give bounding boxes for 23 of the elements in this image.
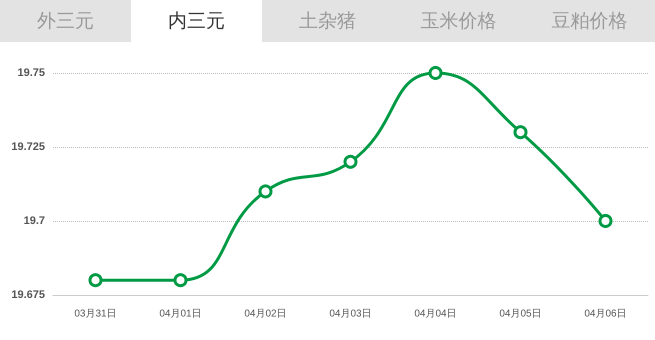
point bbox=[88, 273, 102, 288]
x-tick-label: 03月31日 bbox=[74, 308, 117, 320]
y-tick-label: 19.75 bbox=[17, 67, 45, 79]
y-tick-label: 19.725 bbox=[11, 141, 45, 153]
x-tick-label: 04月02日 bbox=[244, 308, 287, 320]
x-tick-label: 04月04日 bbox=[414, 308, 457, 320]
point bbox=[258, 184, 272, 198]
x-tick-label: 04月01日 bbox=[159, 308, 202, 320]
text: 内三元 bbox=[131, 0, 262, 42]
text: 玉米价格 bbox=[420, 9, 498, 34]
text: 豆粕价格 bbox=[550, 9, 628, 34]
x-tick-label: 04月05日 bbox=[499, 308, 542, 320]
point bbox=[344, 154, 358, 169]
y-tick-label: 19.7 bbox=[24, 215, 45, 227]
point bbox=[428, 66, 442, 80]
point bbox=[514, 125, 528, 140]
text: 土杂猪 bbox=[298, 9, 357, 34]
point bbox=[174, 273, 188, 288]
text: 外三元 bbox=[36, 9, 95, 34]
point bbox=[598, 214, 612, 228]
x-tick-label: 04月06日 bbox=[584, 308, 627, 320]
x-tick-label: 04月03日 bbox=[329, 308, 372, 320]
y-tick-label: 19.675 bbox=[11, 289, 45, 301]
